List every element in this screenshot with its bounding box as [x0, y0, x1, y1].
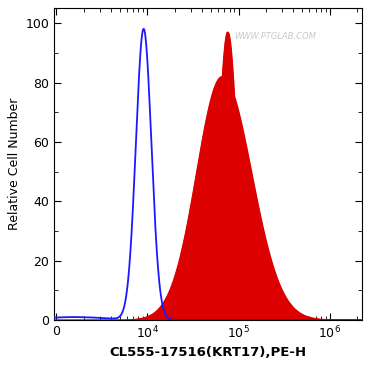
X-axis label: CL555-17516(KRT17),PE-H: CL555-17516(KRT17),PE-H — [110, 346, 306, 359]
Y-axis label: Relative Cell Number: Relative Cell Number — [9, 98, 21, 230]
Text: WWW.PTGLAB.COM: WWW.PTGLAB.COM — [235, 32, 316, 41]
